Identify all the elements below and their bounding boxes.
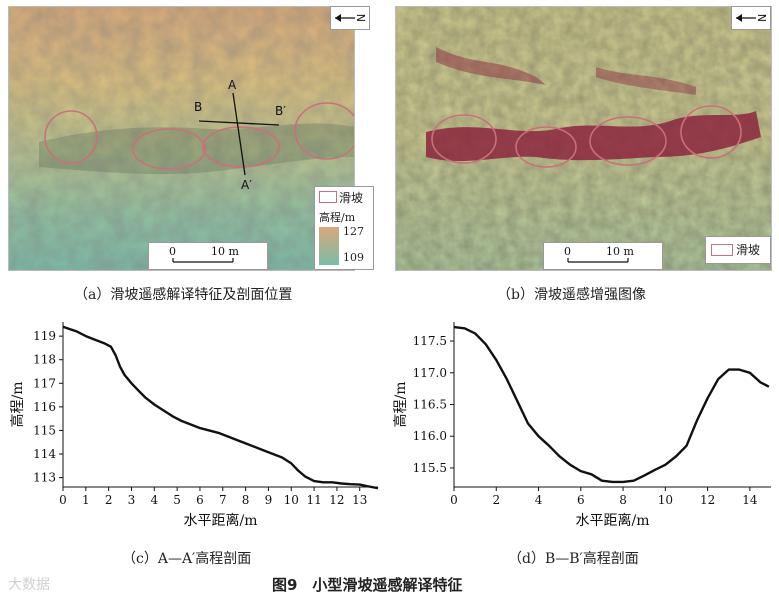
x-tick-label: 4 <box>535 493 543 507</box>
landslide-legend: 滑坡 <box>705 236 771 264</box>
x-tick-label: 14 <box>742 493 758 507</box>
landslide-legend-icon <box>319 191 337 203</box>
svg-text:0: 0 <box>564 245 571 258</box>
x-tick-label: 11 <box>306 493 321 507</box>
svg-text:10 m: 10 m <box>211 245 239 258</box>
x-tick-label: 0 <box>450 493 458 507</box>
y-axis-label: 高程/m <box>9 382 26 428</box>
elevation-colorbar <box>319 227 339 265</box>
landslide-outline <box>515 126 577 168</box>
profile-series-line <box>62 325 379 490</box>
label-a: A <box>228 78 237 92</box>
y-tick-label: 114 <box>33 447 56 461</box>
panel-b-terrain <box>396 7 771 270</box>
north-arrow: N <box>731 6 771 30</box>
y-tick-label: 117.0 <box>413 366 447 380</box>
north-arrow-icon: N <box>335 14 368 22</box>
x-tick-label: 8 <box>242 493 250 507</box>
y-tick-label: 115 <box>33 423 56 437</box>
x-tick-label: 7 <box>219 493 227 507</box>
x-tick-label: 6 <box>196 493 204 507</box>
north-arrow-icon: N <box>736 14 769 22</box>
north-arrow: N <box>330 6 370 30</box>
landslide-outline <box>44 110 98 164</box>
x-tick-label: 2 <box>492 493 500 507</box>
chart-aa-profile: 0 1 2 3 4 5 6 7 8 9 10 11 12 13113114115116117118119水… <box>9 322 379 529</box>
x-tick-label: 6 <box>577 493 585 507</box>
y-axis-label: 高程/m <box>392 382 409 428</box>
panel-a: A A′ B B′ N 0 10 m 滑坡 高程/m 127 109 <box>8 6 374 271</box>
x-tick-label: 0 <box>59 493 67 507</box>
elevation-legend: 滑坡 高程/m 127 109 <box>314 186 374 270</box>
x-tick-label: 10 <box>658 493 673 507</box>
watermark: 大数据 <box>8 577 50 593</box>
y-tick-label: 116 <box>33 400 56 414</box>
label-b: B <box>194 100 202 114</box>
label-a-prime: A′ <box>241 178 252 192</box>
x-tick-label: 12 <box>700 493 715 507</box>
landslide-outline <box>589 116 667 166</box>
landslide-outline <box>294 102 354 160</box>
chart-d-caption: （d）B—B′高程剖面 <box>508 551 639 567</box>
y-tick-label: 116.5 <box>413 398 447 412</box>
x-tick-label: 9 <box>265 493 273 507</box>
x-tick-label: 2 <box>105 493 113 507</box>
profile-series-line <box>453 325 770 484</box>
chart-c-caption: （c）A—A′高程剖面 <box>122 551 252 567</box>
panel-a-terrain: A A′ B B′ <box>9 7 354 270</box>
scale-bar: 0 10 m <box>543 242 663 270</box>
panel-b-image <box>395 6 772 271</box>
x-tick-label: 12 <box>329 493 344 507</box>
profile-line-aa <box>232 92 246 176</box>
scale-bar-icon: 0 10 m <box>169 245 239 263</box>
profile-line-bb <box>198 120 280 126</box>
x-tick-label: 1 <box>82 493 90 507</box>
svg-text:0: 0 <box>169 245 176 258</box>
label-b-prime: B′ <box>275 104 286 118</box>
y-tick-label: 118 <box>33 353 56 367</box>
x-tick-label: 8 <box>619 493 627 507</box>
svg-text:10 m: 10 m <box>606 245 634 258</box>
landslide-outline <box>202 126 280 168</box>
panel-a-image: A A′ B B′ <box>8 6 355 271</box>
x-tick-label: 13 <box>352 493 367 507</box>
panel-b: N 0 10 m 滑坡 <box>395 6 772 271</box>
y-tick-label: 115.5 <box>413 461 447 475</box>
panel-a-caption: （a）滑坡遥感解译特征及剖面位置 <box>74 287 293 303</box>
landslide-outline <box>680 105 742 159</box>
scale-bar: 0 10 m <box>148 242 268 270</box>
scale-bar-icon: 0 10 m <box>564 245 634 263</box>
panel-b-caption: （b）滑坡遥感增强图像 <box>497 287 646 303</box>
y-tick-label: 117.5 <box>413 334 447 348</box>
svg-text:N: N <box>756 14 769 22</box>
figure-caption: 图9 小型滑坡遥感解译特征 <box>272 576 463 594</box>
y-tick-label: 113 <box>33 471 56 485</box>
chart-bb-profile: 0 2 4 6 8 10 12 14 115.5 116.0 116.5 117.0 117.5 水平距离… <box>392 322 771 529</box>
svg-text:N: N <box>355 14 368 22</box>
y-tick-label: 117 <box>33 376 56 390</box>
y-tick-label: 119 <box>33 329 56 343</box>
landslide-outline <box>431 114 497 164</box>
y-tick-label: 116.0 <box>413 429 447 443</box>
x-tick-label: 5 <box>173 493 181 507</box>
landslide-legend-icon <box>711 244 733 256</box>
x-tick-label: 10 <box>284 493 299 507</box>
x-tick-label: 3 <box>128 493 136 507</box>
x-axis-label: 水平距离/m <box>576 512 650 529</box>
x-axis-label: 水平距离/m <box>184 512 258 529</box>
x-tick-label: 4 <box>150 493 158 507</box>
landslide-outline <box>132 128 206 170</box>
